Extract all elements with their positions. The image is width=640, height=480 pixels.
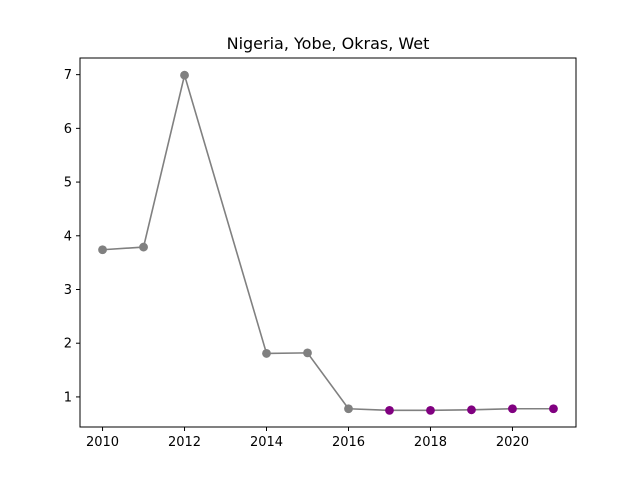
y-tick-label: 5 bbox=[64, 176, 72, 191]
x-tick-label: 2010 bbox=[86, 435, 119, 450]
data-point bbox=[139, 242, 148, 252]
y-tick-label: 4 bbox=[64, 229, 72, 244]
chart-title: Nigeria, Yobe, Okras, Wet bbox=[227, 34, 430, 53]
data-point bbox=[508, 404, 517, 414]
x-tick-label: 2014 bbox=[250, 435, 283, 450]
data-point bbox=[385, 405, 394, 415]
x-axis: 2010 2012 2014 2016 2018 2020 bbox=[86, 427, 529, 450]
series-line bbox=[102, 72, 554, 412]
data-point bbox=[303, 348, 312, 358]
data-point bbox=[549, 404, 558, 414]
data-point bbox=[180, 70, 189, 80]
x-tick-label: 2018 bbox=[414, 435, 447, 450]
x-tick-label: 2016 bbox=[332, 435, 365, 450]
y-axis: 1 2 3 4 5 6 7 bbox=[64, 68, 80, 405]
data-series bbox=[98, 70, 558, 415]
y-tick-label: 7 bbox=[64, 68, 72, 83]
y-tick-label: 6 bbox=[64, 122, 72, 137]
data-point bbox=[467, 405, 476, 415]
y-tick-label: 3 bbox=[64, 283, 72, 298]
data-point bbox=[344, 404, 353, 414]
x-tick-label: 2020 bbox=[496, 435, 529, 450]
x-tick-label: 2012 bbox=[168, 435, 201, 450]
y-tick-label: 1 bbox=[64, 390, 72, 405]
data-point bbox=[426, 405, 435, 415]
plot-area-frame bbox=[79, 57, 577, 428]
y-tick-label: 2 bbox=[64, 337, 72, 352]
data-point bbox=[262, 349, 271, 358]
data-point bbox=[98, 245, 107, 255]
